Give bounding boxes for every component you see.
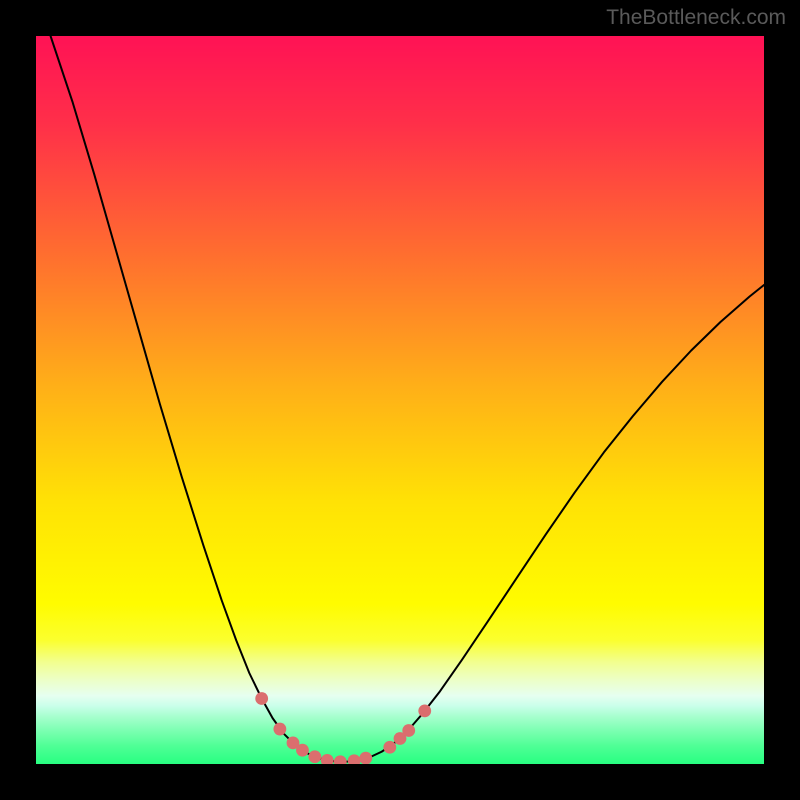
- gradient-background: [36, 36, 764, 764]
- plot-area: [36, 36, 764, 764]
- data-marker: [418, 704, 431, 717]
- data-marker: [273, 723, 286, 736]
- data-marker: [359, 752, 372, 764]
- data-marker: [383, 741, 396, 754]
- watermark-text: TheBottleneck.com: [606, 6, 786, 30]
- data-marker: [255, 692, 268, 705]
- bottleneck-chart: [36, 36, 764, 764]
- data-marker: [296, 744, 309, 757]
- data-marker: [308, 750, 321, 763]
- data-marker: [402, 724, 415, 737]
